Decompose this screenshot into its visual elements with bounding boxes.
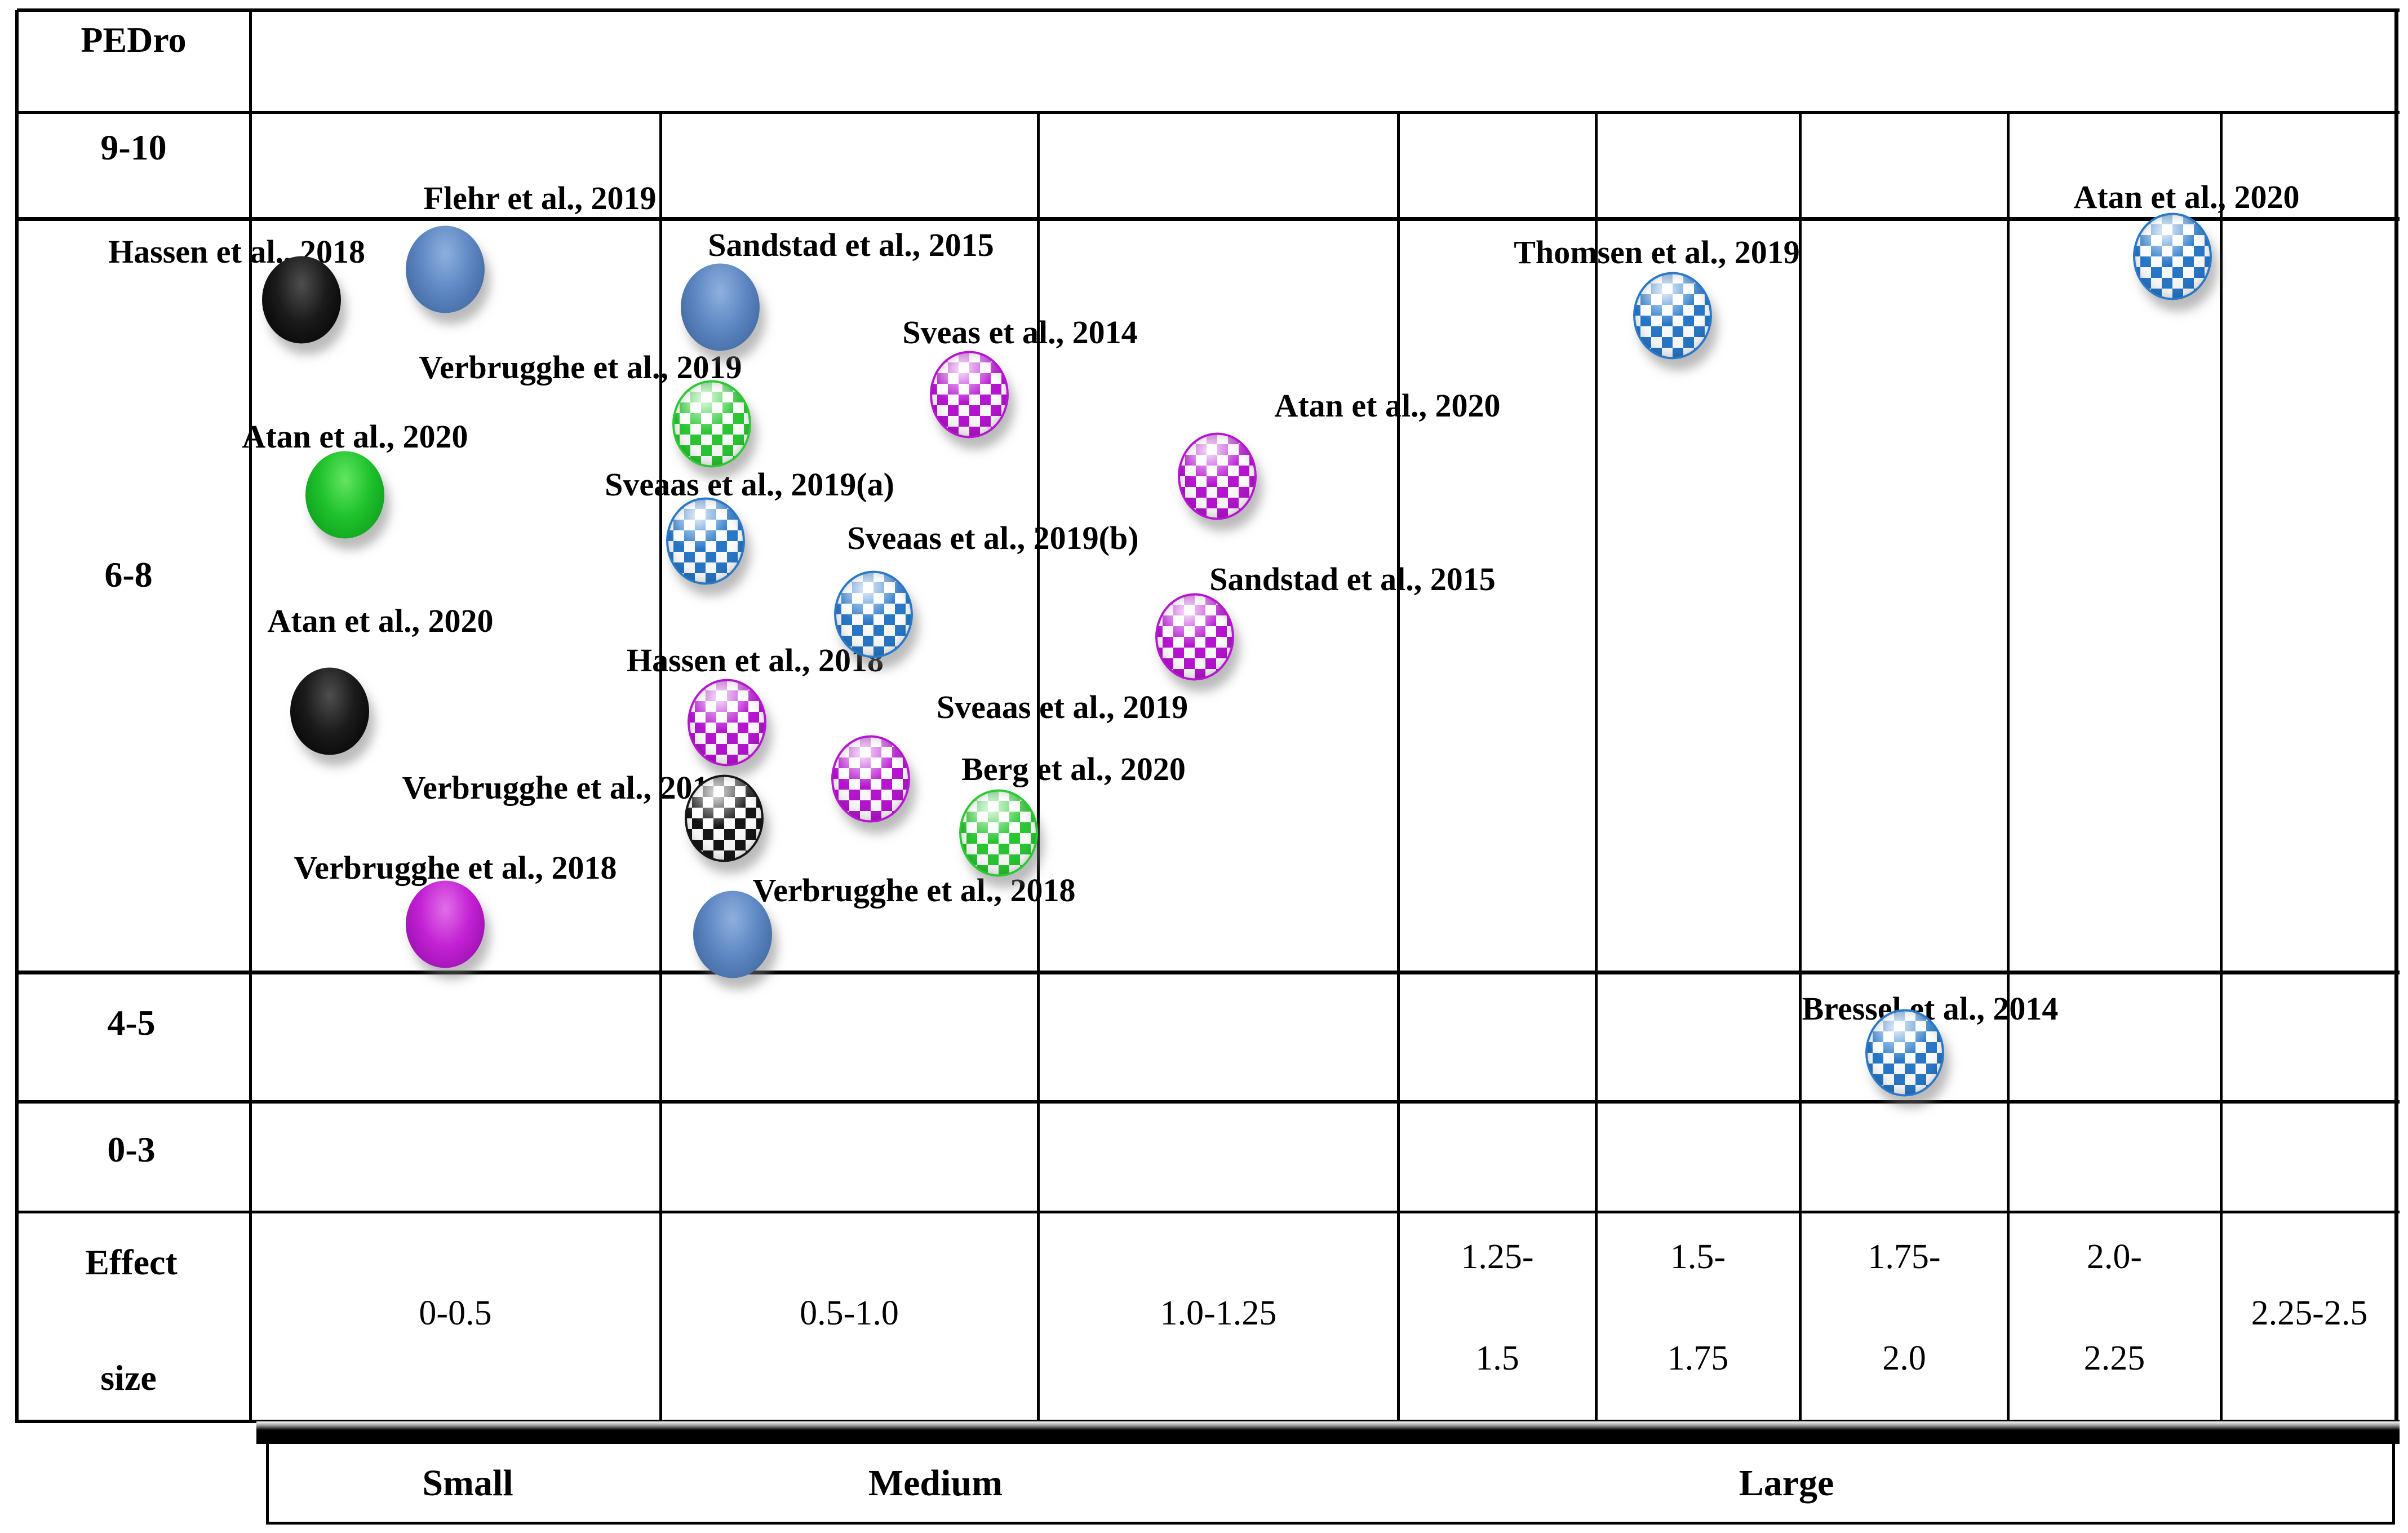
pedro-bin-label: 9-10 — [100, 127, 167, 167]
study-bubble-checker-blue — [1865, 1009, 1944, 1097]
grid-hline — [17, 1100, 2400, 1104]
effect-bin-label: 1.75- — [1868, 1238, 1941, 1276]
grid-hline — [17, 1210, 2400, 1213]
effect-bin-label: 0.5-1.0 — [800, 1294, 899, 1332]
study-bubble-checker-magenta — [831, 735, 910, 823]
effect-bin-label: 1.5- — [1670, 1238, 1726, 1276]
effect-bin-label: 1.0-1.25 — [1160, 1294, 1277, 1332]
effect-bin-label: 0-0.5 — [419, 1294, 492, 1332]
study-bubble-checker-magenta — [1155, 593, 1234, 681]
grid-vline — [1594, 112, 1598, 1423]
study-label: Hassen et al., 2018 — [108, 233, 365, 270]
study-label: Berg et al., 2020 — [961, 751, 1186, 787]
grid-vline — [1798, 112, 1802, 1423]
study-label: Sveaas et al., 2019 — [936, 689, 1189, 725]
study-label: Sveaas et al., 2019(b) — [847, 520, 1139, 556]
effect-size-axis-title-line1: Effect — [85, 1242, 178, 1282]
study-bubble-solid-blue — [681, 263, 760, 351]
size-group-label: Large — [1739, 1463, 1834, 1504]
study-bubble-solid-black — [262, 256, 341, 344]
grid-vline — [1036, 112, 1040, 1423]
effect-bin-label: 1.5 — [1475, 1339, 1519, 1377]
study-bubble-checker-magenta — [1178, 432, 1257, 520]
study-label: Hassen et al., 2018 — [627, 642, 884, 679]
study-bubble-checker-magenta — [688, 679, 766, 766]
grid-vline — [2219, 112, 2223, 1423]
study-bubble-checker-blue — [2133, 212, 2212, 300]
study-bubble-checker-magenta — [930, 351, 1009, 438]
grid-vline — [1396, 112, 1400, 1423]
grid-vline — [2006, 112, 2010, 1423]
study-label: Atan et al., 2020 — [242, 418, 468, 455]
study-label: Thomsen et al., 2019 — [1514, 234, 1800, 271]
study-bubble-checker-blue — [1633, 272, 1712, 360]
effect-bin-label: 2.25-2.5 — [2251, 1294, 2368, 1332]
study-label: Atan et al., 2020 — [2073, 179, 2300, 215]
study-label: Sandstad et al., 2015 — [708, 227, 994, 263]
effect-size-axis-title-line2: size — [100, 1358, 157, 1398]
pedro-bin-label: 0-3 — [107, 1129, 156, 1169]
size-group-label: Medium — [868, 1463, 1003, 1504]
grid-vline — [249, 10, 252, 1423]
study-bubble-checker-green — [959, 789, 1038, 877]
study-bubble-checker-black — [685, 774, 764, 862]
effect-bin-label: 2.25 — [2083, 1339, 2145, 1377]
study-bubble-checker-green — [672, 380, 751, 468]
study-label: Sveas et al., 2014 — [902, 314, 1138, 351]
study-label: Sandstad et al., 2015 — [1209, 561, 1496, 597]
effect-bin-label: 2.0 — [1882, 1339, 1926, 1377]
size-axis-band — [266, 1444, 2395, 1525]
pedro-axis-title: PEDro — [17, 10, 250, 112]
pedro-bin-label: 4-5 — [107, 1003, 156, 1043]
grid-vline — [2394, 10, 2398, 1423]
study-label: Verbrugghe et al., 2018 — [752, 872, 1076, 909]
study-bubble-solid-blue — [406, 225, 485, 313]
study-label: Verbrugghe et al., 2019 — [419, 349, 742, 386]
grid-hline — [17, 8, 2400, 12]
study-label: Verbrugghe et al., 2018 — [294, 849, 617, 886]
study-label: Sveaas et al., 2019(a) — [605, 466, 894, 503]
study-bubble-solid-black — [290, 667, 369, 755]
study-bubble-solid-blue — [693, 890, 772, 978]
study-bubble-solid-green — [305, 451, 384, 539]
study-bubble-solid-magenta — [406, 880, 485, 968]
study-bubble-checker-blue — [834, 570, 913, 658]
effect-bin-label: 2.0- — [2086, 1238, 2143, 1276]
study-label: Atan et al., 2020 — [1274, 387, 1501, 424]
grid-vline — [15, 10, 19, 1423]
study-label: Atan et al., 2020 — [267, 602, 494, 639]
grid-hline — [17, 216, 2400, 221]
size-group-label: Small — [422, 1463, 513, 1504]
grid-vline — [659, 112, 662, 1423]
pedro-axis-title-text: PEDro — [81, 20, 187, 60]
effect-bin-label: 1.75 — [1667, 1339, 1729, 1377]
pedro-bin-label: 6-8 — [104, 555, 153, 595]
grid-hline — [17, 970, 2400, 974]
effect-bin-label: 1.25- — [1461, 1238, 1534, 1276]
study-label: Verbrugghe et al., 2019 — [402, 769, 725, 806]
study-bubble-checker-blue — [666, 497, 745, 585]
size-axis-divider-bar — [256, 1421, 2400, 1444]
grid-hline — [17, 110, 2400, 114]
study-label: Flehr et al., 2019 — [423, 180, 657, 216]
